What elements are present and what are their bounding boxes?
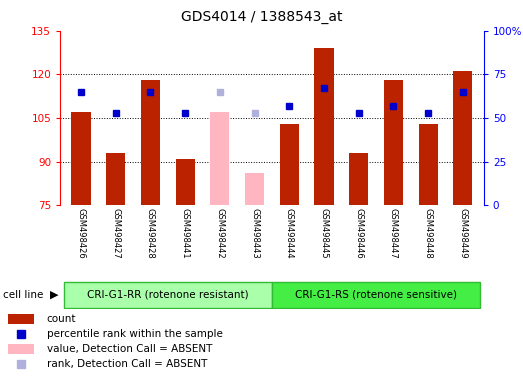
Bar [453,71,472,205]
Bar [384,80,403,205]
Text: GDS4014 / 1388543_at: GDS4014 / 1388543_at [181,10,342,23]
Text: GSM498447: GSM498447 [389,208,398,258]
Text: GSM498427: GSM498427 [111,208,120,258]
Text: count: count [47,314,76,324]
Text: value, Detection Call = ABSENT: value, Detection Call = ABSENT [47,344,212,354]
Bar [210,112,230,205]
Bar [106,153,125,205]
Text: GSM498448: GSM498448 [424,208,433,258]
Bar [72,112,90,205]
Bar [272,282,480,308]
Text: GSM498428: GSM498428 [146,208,155,258]
Text: GSM498442: GSM498442 [215,208,224,258]
Bar [64,282,272,308]
Text: GSM498443: GSM498443 [250,208,259,258]
Text: GSM498445: GSM498445 [320,208,328,258]
Text: CRI-G1-RS (rotenone sensitive): CRI-G1-RS (rotenone sensitive) [295,290,457,300]
Text: GSM498426: GSM498426 [76,208,85,258]
Text: rank, Detection Call = ABSENT: rank, Detection Call = ABSENT [47,359,207,369]
Bar [176,159,195,205]
Bar [280,124,299,205]
Bar [141,80,160,205]
Text: GSM498441: GSM498441 [180,208,190,258]
Text: percentile rank within the sample: percentile rank within the sample [47,329,222,339]
Text: CRI-G1-RR (rotenone resistant): CRI-G1-RR (rotenone resistant) [87,290,248,300]
Text: cell line: cell line [3,290,43,300]
Bar [349,153,368,205]
Text: GSM498446: GSM498446 [354,208,363,258]
Bar [8,344,33,354]
Bar [314,48,334,205]
Text: GSM498449: GSM498449 [459,208,468,258]
Bar [8,314,33,324]
Bar [419,124,438,205]
Text: GSM498444: GSM498444 [285,208,294,258]
Text: ▶: ▶ [50,290,58,300]
Bar [245,174,264,205]
